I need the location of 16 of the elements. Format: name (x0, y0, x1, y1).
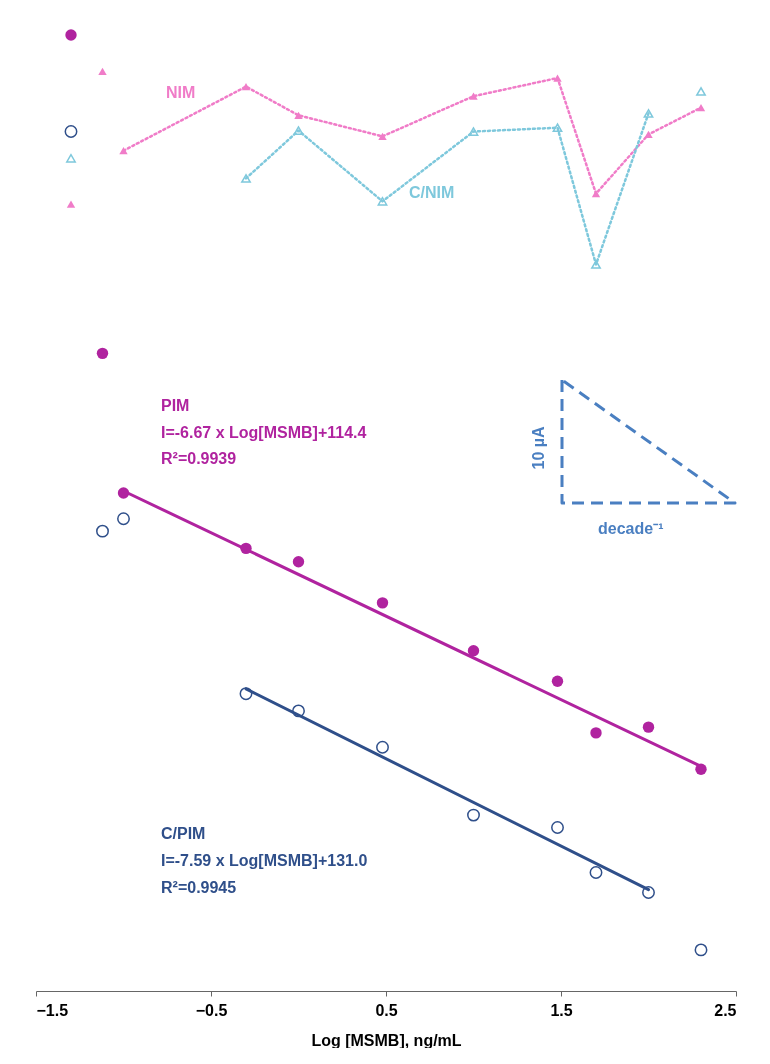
annotation: R²=0.9939 (161, 450, 237, 467)
series-label: C/NIM (409, 184, 455, 201)
x-tick-label: 2.5 (714, 1001, 737, 1019)
annotation: 10 µA (530, 426, 547, 470)
x-axis-title: Log [MSMB], ng/mL (311, 1031, 462, 1049)
annotation: decade⁻¹ (598, 520, 664, 537)
annotation: I=-6.67 x Log[MSMB]+114.4 (161, 424, 367, 441)
annotation: I=-7.59 x Log[MSMB]+131.0 (161, 852, 368, 869)
text: PIM (161, 397, 190, 414)
x-tick-label: 0.5 (375, 1001, 398, 1019)
annotation: R²=0.9945 (161, 879, 237, 896)
text: C/PIM (161, 825, 206, 842)
x-tick-label: 1.5 (550, 1001, 573, 1019)
x-tick-label: −1.5 (36, 1001, 69, 1019)
x-tick-label: −0.5 (195, 1001, 228, 1019)
text: NIM (166, 84, 196, 101)
